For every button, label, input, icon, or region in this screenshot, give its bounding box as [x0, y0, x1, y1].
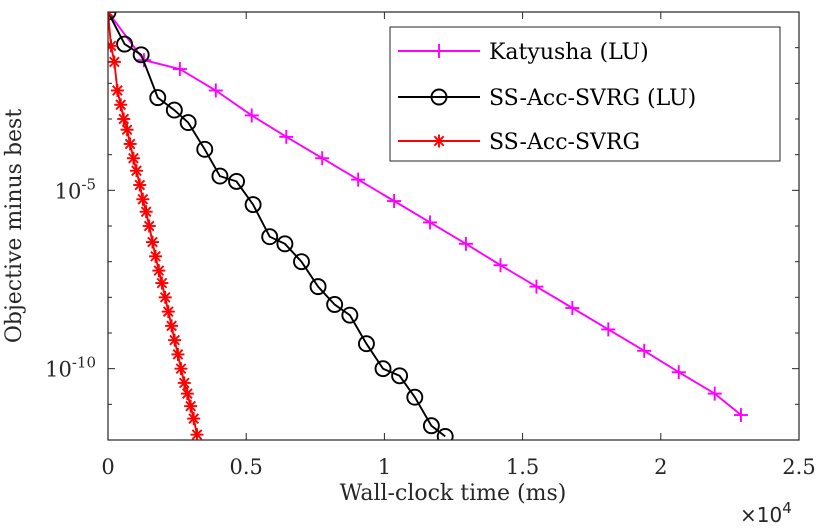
data-point: [733, 408, 748, 423]
data-point: [436, 427, 454, 440]
data-point: [171, 347, 185, 361]
legend-entry: SS-Acc-SVRG: [398, 130, 640, 155]
data-point: [529, 279, 544, 294]
data-point: [315, 151, 330, 166]
x-axis-label: Wall-clock time (ms): [340, 481, 567, 506]
data-point: [326, 296, 344, 313]
data-point: [423, 215, 438, 230]
data-point: [196, 140, 214, 158]
data-point: [184, 399, 198, 413]
data-point: [374, 360, 392, 378]
data-point: [458, 236, 473, 251]
x-tick-label: 2.5: [782, 455, 815, 479]
legend: Katyusha (LU) SS-Acc-SVRG (LU) SS-Acc-SVRG: [389, 26, 781, 162]
data-point: [116, 35, 134, 53]
data-point: [161, 305, 175, 319]
data-point: [707, 386, 722, 401]
y-tick-label: 10-5: [55, 175, 96, 203]
ticks-layer: 0 0.5 1 1.5 2 2.5 10-5 10-10: [45, 11, 816, 479]
data-point: [133, 178, 147, 192]
data-point: [261, 228, 279, 246]
data-point: [132, 46, 150, 64]
data-point: [187, 412, 201, 426]
data-point: [108, 55, 121, 69]
plot-frame: [107, 11, 800, 441]
data-point: [279, 129, 294, 144]
data-point: [114, 98, 128, 112]
data-point: [146, 235, 160, 249]
data-point: [108, 39, 118, 53]
data-point: [422, 417, 440, 435]
data-point: [177, 376, 191, 390]
legend-entry: Katyusha (LU): [398, 40, 649, 65]
x-tick-label: 1.5: [506, 455, 539, 479]
series-1: [108, 12, 454, 440]
data-point: [120, 123, 134, 137]
data-point: [244, 108, 259, 123]
data-point: [637, 343, 652, 358]
data-point: [165, 101, 183, 119]
y-axis-label: Objective minus best: [2, 109, 27, 344]
data-point: [208, 83, 223, 98]
data-point: [152, 264, 166, 278]
data-point: [565, 301, 580, 316]
data-point: [149, 249, 163, 263]
data-point: [351, 172, 366, 187]
data-point: [129, 164, 143, 178]
data-point: [158, 290, 172, 304]
data-point: [387, 194, 402, 209]
legend-label: SS-Acc-SVRG: [489, 130, 640, 155]
data-point: [142, 219, 156, 233]
legend-marker: [432, 44, 446, 58]
x-tick-label: 1: [378, 455, 391, 479]
series-2: [108, 12, 204, 440]
data-point: [309, 278, 327, 296]
data-point: [155, 276, 169, 290]
data-point: [341, 306, 359, 324]
data-point: [601, 322, 616, 337]
legend-box: [389, 26, 781, 162]
data-point: [179, 114, 197, 132]
legend-entry: SS-Acc-SVRG (LU): [398, 86, 696, 111]
data-point: [149, 89, 167, 107]
data-point: [168, 333, 182, 347]
series-layer: [108, 12, 748, 440]
data-point: [165, 319, 179, 333]
x-tick-label: 2: [654, 455, 667, 479]
data-point: [139, 205, 153, 219]
data-point: [276, 235, 294, 253]
x-tick-label: 0.5: [229, 455, 262, 479]
data-point: [493, 258, 508, 273]
data-point: [211, 167, 229, 185]
legend-marker: [432, 134, 446, 148]
data-point: [117, 112, 131, 126]
data-point: [180, 387, 194, 401]
data-point: [123, 137, 137, 151]
data-point: [108, 12, 115, 19]
data-point: [110, 83, 124, 97]
y-tick-label: 10-10: [45, 354, 96, 382]
data-point: [228, 172, 245, 190]
data-point: [671, 365, 686, 380]
data-point: [391, 367, 409, 385]
data-point: [174, 362, 188, 376]
data-point: [244, 196, 262, 214]
data-point: [136, 192, 150, 206]
data-point: [357, 335, 375, 353]
legend-label: Katyusha (LU): [489, 40, 649, 65]
data-point: [172, 62, 187, 77]
data-point: [406, 388, 424, 406]
data-point: [190, 428, 204, 440]
x-scale-factor: ×104: [740, 499, 792, 527]
series-0: [108, 12, 748, 423]
data-point: [293, 253, 310, 271]
x-tick-label: 0: [101, 455, 114, 479]
legend-marker: [430, 88, 448, 106]
data-point: [126, 151, 140, 165]
legend-label: SS-Acc-SVRG (LU): [489, 86, 696, 111]
